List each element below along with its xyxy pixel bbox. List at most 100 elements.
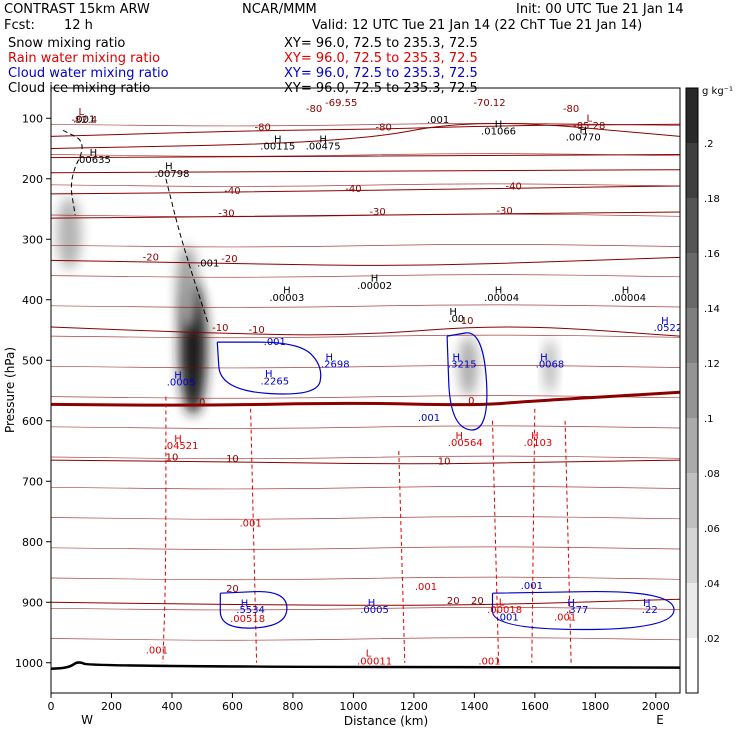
rain-contours xyxy=(162,396,572,663)
contour-label-9: -85.28 xyxy=(573,121,605,132)
colorbar-swatch-0 xyxy=(686,638,698,693)
contour-label-3: -80 xyxy=(563,104,579,115)
contour-label-71: .00564 xyxy=(448,438,483,449)
colorbar-swatch-8 xyxy=(686,198,698,253)
isotherm-fill-6 xyxy=(51,304,680,308)
isotherm-fill-10 xyxy=(51,425,680,429)
contour-label-27: H xyxy=(371,274,379,285)
isotherm-3 xyxy=(51,169,680,174)
contour-label-85: H xyxy=(567,598,575,609)
isotherm-fill-5 xyxy=(51,274,680,278)
contour-label-88: .22 xyxy=(642,605,658,616)
contour-label-70: H xyxy=(455,431,463,442)
contour-label-67: .001 xyxy=(418,413,440,424)
rain-contour-3 xyxy=(492,420,500,663)
x-tick-label-0: 0 xyxy=(48,700,55,713)
isotherm-fill-1 xyxy=(51,153,680,157)
contour-label-4: -80 xyxy=(255,122,271,133)
contour-label-0: -69.55 xyxy=(325,98,357,109)
contour-label-86: .377 xyxy=(566,605,588,616)
contour-label-11: .001 xyxy=(427,115,449,126)
figure-org: NCAR/MMM xyxy=(242,2,317,17)
isotherm-0 xyxy=(51,123,680,137)
colorbar-swatch-3 xyxy=(686,473,698,528)
colorbar-tick-label-3: .14 xyxy=(704,304,720,315)
contour-label-91: L xyxy=(366,649,372,660)
cloud-water-contours xyxy=(216,332,675,631)
fcst-label: Fcst: xyxy=(4,18,35,33)
colorbar-swatch-5 xyxy=(686,363,698,418)
colorbar-tick-label-5: .1 xyxy=(704,414,714,425)
plot-frame xyxy=(50,87,681,694)
contour-label-23: .00798 xyxy=(154,169,189,180)
contour-label-33: -40 xyxy=(224,186,240,197)
contour-label-77: .00518 xyxy=(230,614,265,625)
contour-label-52: H xyxy=(449,307,457,318)
colorbar-swatch-7 xyxy=(686,253,698,308)
y-tick-label-0: 100 xyxy=(22,112,43,125)
colorbar-tick-label-2: .16 xyxy=(704,249,720,260)
figure-title: CONTRAST 15km ARW xyxy=(4,2,150,17)
fcst-value: 12 h xyxy=(64,18,93,33)
isotherm-9 xyxy=(51,459,680,465)
contour-label-14: H xyxy=(579,125,587,136)
contour-label-74: .001 xyxy=(239,519,261,530)
contour-label-39: -20 xyxy=(143,252,159,263)
contour-label-93: .001 xyxy=(478,657,500,668)
contour-label-32: .00004 xyxy=(611,293,646,304)
cloud-water-contour-1 xyxy=(446,332,488,431)
contour-label-12: H xyxy=(495,119,503,130)
shaded-blob-1 xyxy=(176,245,198,330)
contour-label-78: H xyxy=(368,598,376,609)
shaded-blob-3 xyxy=(459,336,478,397)
x-axis-label: Distance (km) xyxy=(344,714,428,728)
contour-label-43: -10 xyxy=(457,316,473,327)
shaded-mixing-ratio xyxy=(57,196,557,415)
contour-label-7: -82.4 xyxy=(71,115,97,126)
y-axis-label: Pressure (hPa) xyxy=(3,347,17,433)
contour-label-56: H xyxy=(325,352,333,363)
contour-label-1: -70.12 xyxy=(473,98,505,109)
contour-label-34: -40 xyxy=(345,184,361,195)
contour-label-40: -20 xyxy=(221,254,237,265)
contour-label-89: .001 xyxy=(554,612,576,623)
x-tick-label-9: 1800 xyxy=(581,700,609,713)
contour-label-19: .00475 xyxy=(306,142,341,153)
contour-label-18: H xyxy=(319,134,327,145)
contour-label-31: H xyxy=(622,286,630,297)
isotherm-fill-7 xyxy=(51,334,680,339)
contour-label-45: 0 xyxy=(468,396,474,407)
contour-label-44: 0 xyxy=(199,398,205,409)
isotherm-fill-17 xyxy=(51,637,680,641)
colorbar-swatch-10 xyxy=(686,88,698,143)
contour-label-65: H xyxy=(174,370,182,381)
isotherm-fill-15 xyxy=(51,576,680,581)
contour-label-15: .00770 xyxy=(566,133,601,144)
contour-label-53: .00 xyxy=(448,314,464,325)
contour-label-75: H xyxy=(241,598,249,609)
contour-label-79: .0005 xyxy=(360,605,389,616)
colorbar-tick-label-0: .2 xyxy=(704,139,714,150)
field-name-cloud-water: Cloud water mixing ratio xyxy=(8,66,169,81)
colorbar-units: g kg⁻¹ xyxy=(702,86,733,97)
colorbar-tick-label-8: .04 xyxy=(704,579,720,590)
contour-label-73: .0103 xyxy=(524,438,553,449)
colorbar-swatch-4 xyxy=(686,418,698,473)
contour-label-80: .001 xyxy=(415,582,437,593)
y-tick-label-8: 900 xyxy=(22,596,43,609)
cloud-water-contour-2 xyxy=(219,591,288,629)
colorbar-tick-label-7: .06 xyxy=(704,524,720,535)
contour-label-42: -10 xyxy=(248,325,264,336)
contour-label-57: .2698 xyxy=(321,360,350,371)
isotherm-fill-9 xyxy=(51,395,680,399)
isotherm-fill-4 xyxy=(51,244,680,248)
field-xy-rain: XY= 96.0, 72.5 to 235.3, 72.5 xyxy=(284,51,478,66)
contour-label-87: H xyxy=(643,598,651,609)
field-name-snow: Snow mixing ratio xyxy=(8,36,125,51)
isotherm-fill-12 xyxy=(51,486,680,490)
y-tick-label-5: 600 xyxy=(22,415,43,428)
isotherm-fill-13 xyxy=(51,516,680,520)
contour-label-17: .00115 xyxy=(260,142,295,153)
y-tick-label-6: 700 xyxy=(22,475,43,488)
